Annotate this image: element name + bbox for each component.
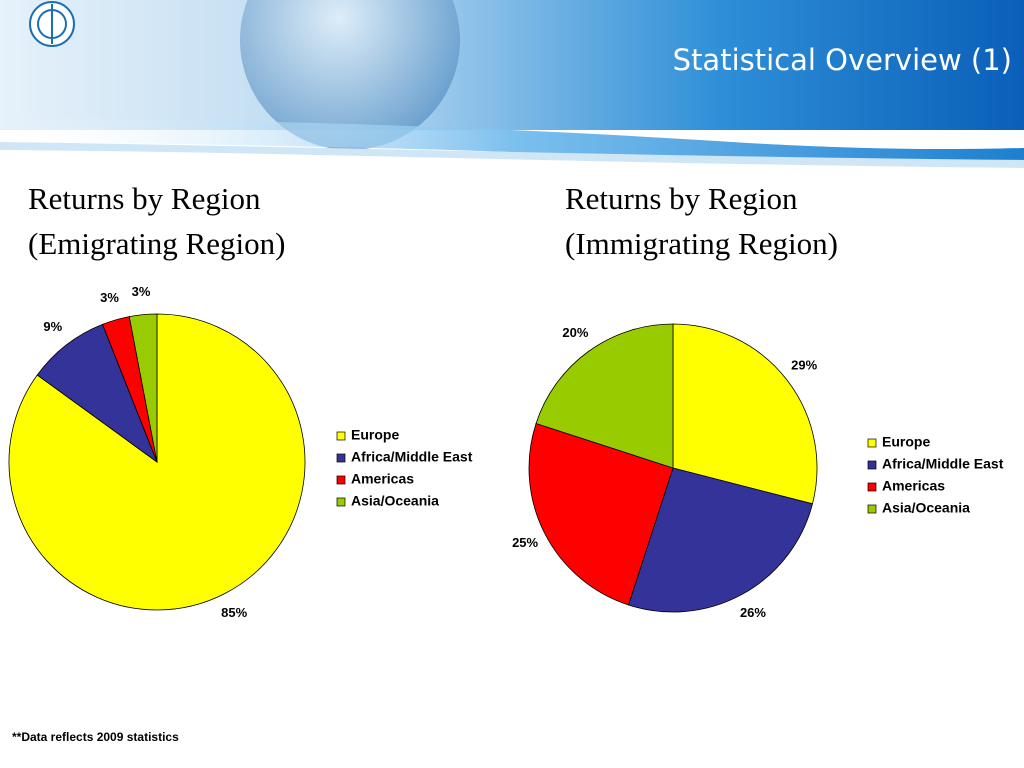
slide-title: Statistical Overview (1) <box>673 43 1012 77</box>
data-label: 9% <box>43 319 62 334</box>
chart-title: Returns by Region <box>28 181 261 216</box>
data-label: 20% <box>562 325 588 340</box>
data-label: 3% <box>132 284 151 299</box>
pie-slice <box>128 313 158 463</box>
legend-swatch <box>867 460 877 470</box>
legend-swatch <box>867 504 877 514</box>
chart-subtitle: (Immigrating Region) <box>565 226 838 261</box>
legend-label: Americas <box>351 471 414 487</box>
legend-label: Americas <box>882 478 945 494</box>
data-label: 26% <box>740 605 766 620</box>
data-label: 25% <box>512 535 538 550</box>
legend-label: Africa/Middle East <box>882 456 1004 472</box>
legend-swatch <box>336 497 346 507</box>
legend-label: Europe <box>882 434 930 450</box>
data-label: 3% <box>100 290 119 305</box>
header-banner <box>0 0 1024 168</box>
pie-slice <box>528 422 674 606</box>
pie-slice <box>672 323 818 505</box>
legend-label: Europe <box>351 427 399 443</box>
pie-slice <box>36 323 158 464</box>
footnote: **Data reflects 2009 statistics <box>12 730 179 744</box>
legend-swatch <box>336 431 346 441</box>
pie-slice <box>627 467 813 613</box>
chart-title: Returns by Region <box>565 181 798 216</box>
legend-label: Africa/Middle East <box>351 449 473 465</box>
chart-subtitle: (Emigrating Region) <box>28 226 285 261</box>
legend-swatch <box>336 475 346 485</box>
data-label: 29% <box>791 358 817 373</box>
legend-swatch <box>336 453 346 463</box>
legend-label: Asia/Oceania <box>882 500 970 516</box>
pie-slice <box>535 323 674 469</box>
legend-label: Asia/Oceania <box>351 493 439 509</box>
legend-swatch <box>867 438 877 448</box>
legend-swatch <box>867 482 877 492</box>
data-label: 85% <box>221 605 247 620</box>
